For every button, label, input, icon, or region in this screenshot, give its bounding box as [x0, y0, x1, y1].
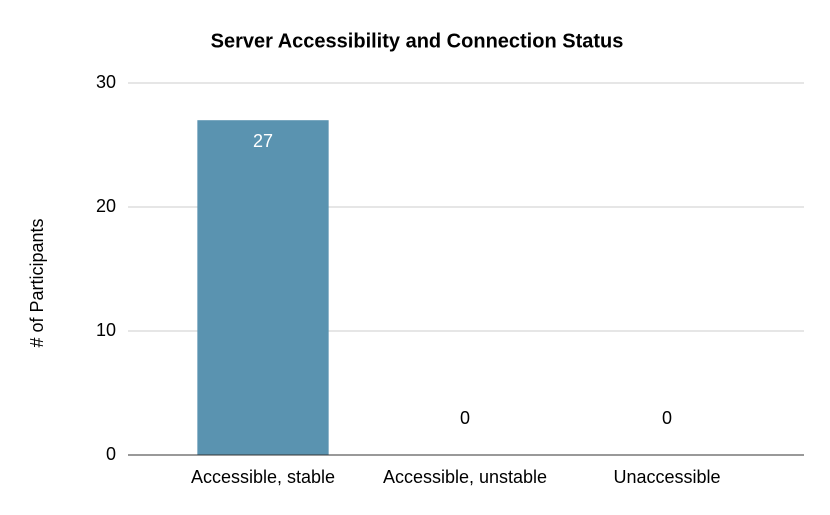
- x-tick-label: Accessible, unstable: [383, 467, 547, 487]
- chart-title: Server Accessibility and Connection Stat…: [211, 30, 624, 52]
- data-label: 0: [662, 408, 672, 428]
- data-label: 27: [253, 131, 273, 151]
- x-tick-label: Unaccessible: [613, 467, 720, 487]
- y-axis-label: # of Participants: [27, 218, 47, 347]
- data-label: 0: [460, 408, 470, 428]
- x-tick-label: Accessible, stable: [191, 467, 335, 487]
- y-tick-label: 0: [106, 444, 116, 464]
- bar: [197, 120, 329, 455]
- y-tick-label: 20: [96, 196, 116, 216]
- y-tick-label: 30: [96, 72, 116, 92]
- y-tick-label: 10: [96, 320, 116, 340]
